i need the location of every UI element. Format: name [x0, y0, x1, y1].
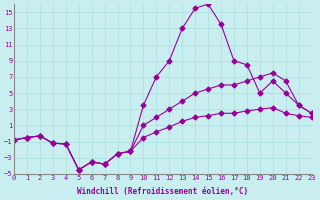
X-axis label: Windchill (Refroidissement éolien,°C): Windchill (Refroidissement éolien,°C) [77, 187, 248, 196]
